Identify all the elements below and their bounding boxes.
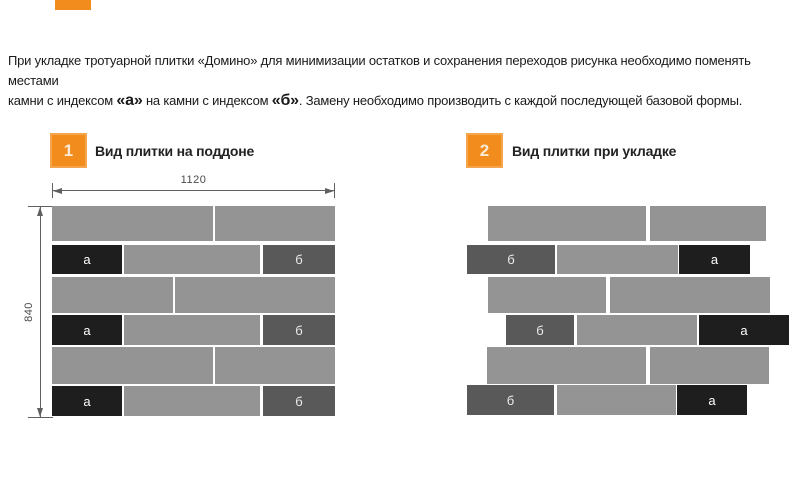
tile-plain: [650, 347, 769, 384]
width-dimension: 1120: [52, 174, 335, 200]
tile-plain: [557, 385, 676, 415]
tile-b: б: [263, 386, 335, 416]
tile-b: б: [467, 385, 554, 415]
index-a-emphasis: «а»: [116, 92, 143, 109]
intro-text: . Замену необходимо производить с каждой…: [298, 93, 743, 108]
tile-b: б: [263, 315, 335, 345]
intro-line-2: камни с индексом «а» на камни с индексом…: [8, 91, 798, 111]
cropped-orange-badge: [55, 0, 91, 10]
tile-plain: [52, 347, 213, 384]
width-dimension-label: 1120: [180, 174, 207, 186]
tile-plain: [557, 245, 678, 274]
arrow-right-icon: [325, 188, 334, 194]
dimension-tick: [334, 183, 335, 198]
dimension-line: [40, 206, 41, 418]
tile-plain: [488, 206, 646, 241]
tile-plain: [610, 277, 770, 313]
tile-plain: [215, 347, 335, 384]
laying-view-title: Вид плитки при укладке: [512, 143, 677, 159]
dimension-line: [52, 190, 335, 191]
arrow-left-icon: [53, 188, 62, 194]
intro-text: камни с индексом: [8, 93, 117, 108]
tile-b: б: [506, 315, 574, 345]
dimension-tick: [28, 417, 53, 418]
height-dimension: 840: [22, 206, 54, 418]
tile-a: а: [52, 315, 122, 345]
tile-plain: [650, 206, 766, 241]
tile-plain: [487, 347, 646, 384]
dimension-tick: [28, 206, 53, 207]
tile-plain: [215, 206, 335, 241]
tile-a: а: [52, 245, 122, 274]
pallet-view-title: Вид плитки на поддоне: [95, 143, 255, 159]
tile-b: б: [263, 245, 335, 274]
tile-plain: [577, 315, 697, 345]
step-1-badge: 1: [50, 133, 87, 168]
tile-plain: [124, 386, 260, 416]
index-b-emphasis: «б»: [271, 92, 299, 109]
arrow-down-icon: [37, 408, 43, 417]
tile-plain: [52, 206, 213, 241]
height-dimension-label: 840: [23, 302, 35, 322]
dimension-tick: [52, 183, 53, 198]
tile-a: а: [679, 245, 750, 274]
tile-plain: [124, 315, 260, 345]
tile-plain: [52, 277, 173, 313]
intro-line-1: При укладке тротуарной плитки «Домино» д…: [8, 53, 751, 88]
tile-a: а: [699, 315, 789, 345]
tile-a: а: [677, 385, 747, 415]
intro-text: на камни с индексом: [142, 93, 272, 108]
tile-plain: [124, 245, 260, 274]
tile-a: а: [52, 386, 122, 416]
tile-plain: [175, 277, 335, 313]
tile-b: б: [467, 245, 555, 274]
step-2-badge: 2: [466, 133, 503, 168]
tile-plain: [488, 277, 606, 313]
arrow-up-icon: [37, 207, 43, 216]
intro-paragraph: При укладке тротуарной плитки «Домино» д…: [8, 51, 798, 111]
